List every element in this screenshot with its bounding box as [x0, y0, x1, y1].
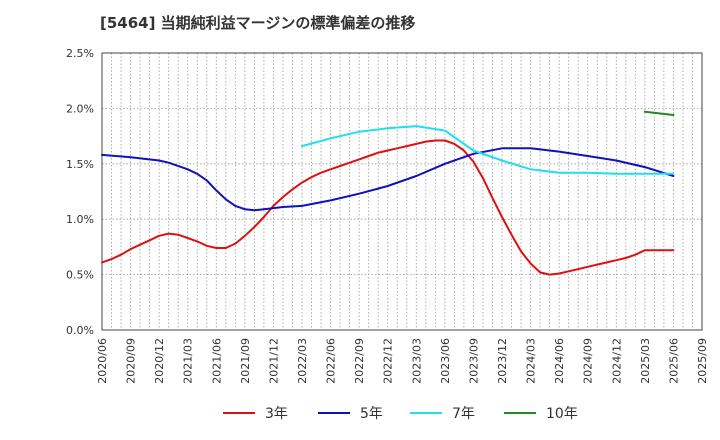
axes-layer: 0.0% 0.5% 1.0% 1.5% 2.0% 2.5% 2020/06 2020/09 20…	[66, 47, 709, 384]
y-tick-label: 2.5%	[66, 47, 94, 60]
series-line-3年	[101, 139, 675, 276]
x-tick-label: 2023/09	[467, 338, 480, 384]
x-tick-label: 2021/03	[182, 338, 195, 384]
x-tick-label: 2020/12	[153, 338, 166, 384]
x-tick-label: 2022/12	[382, 338, 395, 384]
x-tick-label: 2025/03	[639, 338, 652, 384]
grid-layer	[101, 52, 703, 331]
x-tick-label: 2020/06	[96, 338, 109, 384]
series-layer	[101, 110, 675, 276]
x-tick-label: 2025/06	[667, 338, 680, 384]
x-tick-label: 2022/03	[296, 338, 309, 384]
legend: 3年 5年 7年 10年	[223, 406, 578, 422]
legend-label: 5年	[360, 406, 383, 422]
x-tick-label: 2022/06	[325, 338, 338, 384]
plot-frame	[101, 52, 703, 331]
x-tick-label: 2024/03	[525, 338, 538, 384]
x-tick-label: 2021/09	[239, 338, 252, 384]
y-tick-label: 0.0%	[66, 324, 94, 337]
x-tick-label: 2021/06	[210, 338, 223, 384]
legend-label: 10年	[546, 406, 578, 422]
x-tick-label: 2023/12	[496, 338, 509, 384]
x-tick-label: 2023/03	[410, 338, 423, 384]
x-tick-label: 2020/09	[125, 338, 138, 384]
x-tick-label: 2024/12	[610, 338, 623, 384]
x-tick-label: 2023/06	[439, 338, 452, 384]
y-tick-label: 2.0%	[66, 102, 94, 115]
y-tick-label: 0.5%	[66, 269, 94, 282]
y-tick-label: 1.5%	[66, 158, 94, 171]
legend-label: 7年	[452, 406, 475, 422]
x-tick-label: 2022/09	[353, 338, 366, 384]
series-line-5年	[101, 147, 675, 212]
x-tick-label: 2025/09	[696, 338, 709, 384]
x-tick-label: 2021/12	[267, 338, 280, 384]
x-tick-label: 2024/06	[553, 338, 566, 384]
series-line-10年	[643, 110, 675, 116]
series-line-7年	[301, 125, 675, 175]
x-tick-label: 2024/09	[582, 338, 595, 384]
y-tick-label: 1.0%	[66, 213, 94, 226]
legend-label: 3年	[265, 406, 288, 422]
chart-title: [5464] 当期純利益マージンの標準偏差の推移	[100, 14, 416, 32]
